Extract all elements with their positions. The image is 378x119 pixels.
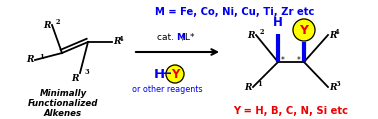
Text: Y: Y: [299, 23, 308, 37]
Text: Minimally: Minimally: [39, 89, 87, 97]
Text: H: H: [153, 67, 164, 80]
Text: /L*: /L*: [183, 32, 195, 42]
Text: 4: 4: [335, 28, 339, 36]
Text: Y: Y: [171, 67, 179, 80]
Text: *: *: [297, 55, 301, 64]
Text: H: H: [273, 16, 283, 29]
Text: 2: 2: [260, 28, 265, 36]
Text: Alkenes: Alkenes: [44, 109, 82, 117]
Text: Functionalized: Functionalized: [28, 99, 98, 107]
Text: R: R: [329, 82, 336, 92]
Text: Y = H, B, C, N, Si etc: Y = H, B, C, N, Si etc: [234, 106, 349, 116]
Text: cat.: cat.: [156, 32, 177, 42]
Text: R: R: [245, 82, 252, 92]
Text: 1: 1: [257, 80, 262, 88]
Text: M: M: [177, 32, 186, 42]
Text: 3: 3: [84, 68, 88, 76]
Text: R: R: [113, 37, 121, 47]
Circle shape: [166, 65, 184, 83]
Text: 3: 3: [335, 80, 339, 88]
Circle shape: [293, 19, 315, 41]
Text: M = Fe, Co, Ni, Cu, Ti, Zr etc: M = Fe, Co, Ni, Cu, Ti, Zr etc: [155, 7, 315, 17]
Text: R: R: [248, 30, 255, 40]
Text: 2: 2: [56, 18, 60, 26]
Text: R: R: [71, 74, 79, 83]
Text: 4: 4: [119, 35, 124, 43]
Text: or other reagents: or other reagents: [132, 85, 202, 94]
Text: R: R: [43, 20, 51, 30]
Text: R: R: [329, 30, 336, 40]
Text: ‒: ‒: [163, 67, 171, 80]
Text: *: *: [281, 55, 285, 64]
Text: 1: 1: [39, 53, 44, 61]
Text: R: R: [26, 55, 34, 64]
